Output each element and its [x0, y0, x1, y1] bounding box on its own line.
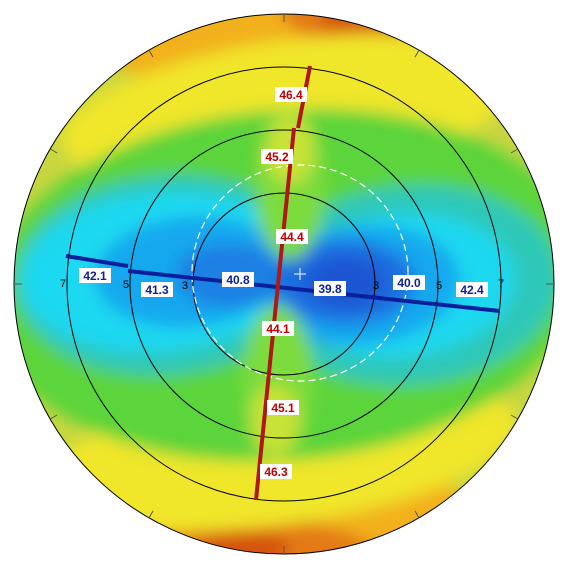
- meridian-value-label: 40.8: [222, 272, 254, 287]
- meridian-value-label: 39.8: [314, 281, 346, 296]
- ring-label-left-3: 3: [182, 280, 188, 292]
- meridian-value-label: 45.1: [267, 400, 299, 415]
- value-label-box: [275, 87, 307, 102]
- meridian-value-label: 42.1: [79, 268, 111, 283]
- value-label-box: [260, 464, 292, 479]
- pupil-center-marker: [294, 268, 306, 280]
- value-label-text: 46.3: [264, 465, 288, 479]
- perimeter-tick: [148, 49, 154, 58]
- perimeter-tick: [414, 510, 420, 519]
- value-label-text: 44.4: [280, 230, 304, 244]
- value-label-text: 42.1: [83, 269, 107, 283]
- value-label-text: 40.8: [226, 273, 250, 287]
- perimeter-tick: [148, 510, 154, 519]
- value-label-box: [456, 282, 488, 297]
- meridian-value-label: 46.3: [260, 464, 292, 479]
- value-label-box: [79, 268, 111, 283]
- pupil-outline: [191, 164, 409, 382]
- flat-meridian-line-outer: [65, 254, 129, 268]
- ring-label-left-7: 7: [60, 278, 66, 290]
- meridian-value-labels: 44.4 45.2 46.4 44.1 45.1 46.3 40.8 41.3 42.1 39.8…: [79, 87, 488, 479]
- ring-label-right-7: 7: [498, 278, 504, 290]
- meridian-value-label: 45.2: [261, 149, 293, 164]
- value-label-box: [141, 282, 173, 297]
- zone-rings: [66, 66, 502, 502]
- value-label-box: [314, 281, 346, 296]
- value-label-text: 40.0: [397, 276, 421, 290]
- value-label-box: [276, 229, 308, 244]
- steep-meridian-line-inner: [254, 127, 296, 501]
- ring-label-left-5: 5: [123, 279, 129, 291]
- ring-label-right-3: 3: [373, 280, 379, 292]
- meridian-value-label: 46.4: [275, 87, 307, 102]
- value-label-box: [262, 321, 294, 336]
- ring-label-right-5: 5: [436, 280, 442, 292]
- value-label-text: 46.4: [279, 88, 303, 102]
- meridian-value-label: 41.3: [141, 282, 173, 297]
- value-label-box: [222, 272, 254, 287]
- value-label-text: 42.4: [460, 283, 484, 297]
- value-label-box: [261, 149, 293, 164]
- value-label-box: [393, 275, 425, 290]
- ring-3mm: [192, 192, 376, 376]
- perimeter-tick: [49, 414, 58, 420]
- perimeter-tick: [49, 148, 58, 154]
- perimeter-ticks: [14, 14, 554, 554]
- value-label-box: [267, 400, 299, 415]
- meridian-value-label: 44.1: [262, 321, 294, 336]
- perimeter-tick: [414, 49, 420, 58]
- ring-labels: 3 5 7 3 5 7: [60, 278, 504, 292]
- value-label-text: 44.1: [266, 322, 290, 336]
- perimeter-tick: [510, 414, 519, 420]
- ring-5mm: [129, 129, 439, 439]
- value-label-text: 45.2: [265, 150, 289, 164]
- value-label-text: 41.3: [145, 283, 169, 297]
- meridian-value-label: 42.4: [456, 282, 488, 297]
- perimeter-tick: [510, 148, 519, 154]
- meridian-value-label: 40.0: [393, 275, 425, 290]
- value-label-text: 45.1: [271, 401, 295, 415]
- meridian-value-label: 44.4: [276, 229, 308, 244]
- ring-7mm: [66, 66, 502, 502]
- value-label-text: 39.8: [318, 282, 342, 296]
